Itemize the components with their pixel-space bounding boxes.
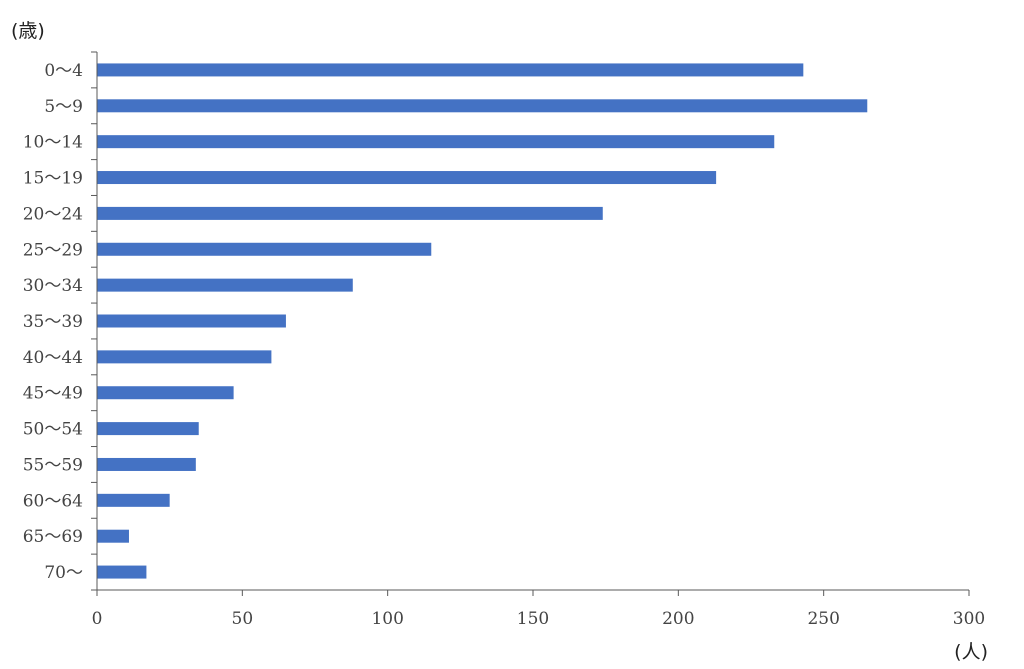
x-tick-label: 300 xyxy=(953,609,985,629)
x-tick-label: 50 xyxy=(232,609,254,629)
y-tick-label: 50〜54 xyxy=(23,420,83,440)
y-tick-label: 15〜19 xyxy=(23,169,83,189)
x-tick-label: 0 xyxy=(92,609,103,629)
x-tick-label: 200 xyxy=(662,609,694,629)
x-tick-label: 100 xyxy=(371,609,403,629)
y-tick-label: 30〜34 xyxy=(23,276,83,296)
bars-group xyxy=(97,63,868,579)
bar-12 xyxy=(97,493,170,507)
bar-6 xyxy=(97,278,353,292)
y-tick-label: 45〜49 xyxy=(23,384,83,404)
y-tick-label: 10〜14 xyxy=(23,133,83,153)
y-tick-label: 5〜9 xyxy=(44,97,83,117)
bar-2 xyxy=(97,135,775,149)
y-tick-label: 70〜 xyxy=(44,563,83,583)
bar-9 xyxy=(97,386,234,400)
bar-8 xyxy=(97,350,272,364)
x-tick-label: 150 xyxy=(517,609,549,629)
y-tick-label: 25〜29 xyxy=(23,240,83,260)
x-tick-label: 250 xyxy=(807,609,839,629)
y-tick-label: 65〜69 xyxy=(23,527,83,547)
bar-11 xyxy=(97,457,196,471)
y-axis-title: (歳) xyxy=(11,20,45,42)
bar-0 xyxy=(97,63,804,77)
y-tick-label: 0〜4 xyxy=(44,61,83,81)
bar-14 xyxy=(97,565,147,579)
y-tick-label: 40〜44 xyxy=(23,348,83,368)
bar-1 xyxy=(97,99,868,113)
bar-3 xyxy=(97,171,717,185)
bar-10 xyxy=(97,422,199,436)
y-tick-label: 20〜24 xyxy=(23,204,83,224)
y-axis: 0〜4 5〜9 10〜14 15〜19 20〜24 25〜29 30〜34 35〜39 40〜4… xyxy=(23,51,98,591)
bar-7 xyxy=(97,314,286,328)
bar-5 xyxy=(97,242,432,256)
bar-4 xyxy=(97,206,603,220)
x-axis: 0 50 100 150 200 250 300 xyxy=(92,589,985,629)
x-axis-title: (人) xyxy=(954,641,988,663)
bar-13 xyxy=(97,529,129,543)
y-tick-label: 60〜64 xyxy=(23,491,83,511)
y-tick-label: 55〜59 xyxy=(23,455,83,475)
y-tick-label: 35〜39 xyxy=(23,312,83,332)
